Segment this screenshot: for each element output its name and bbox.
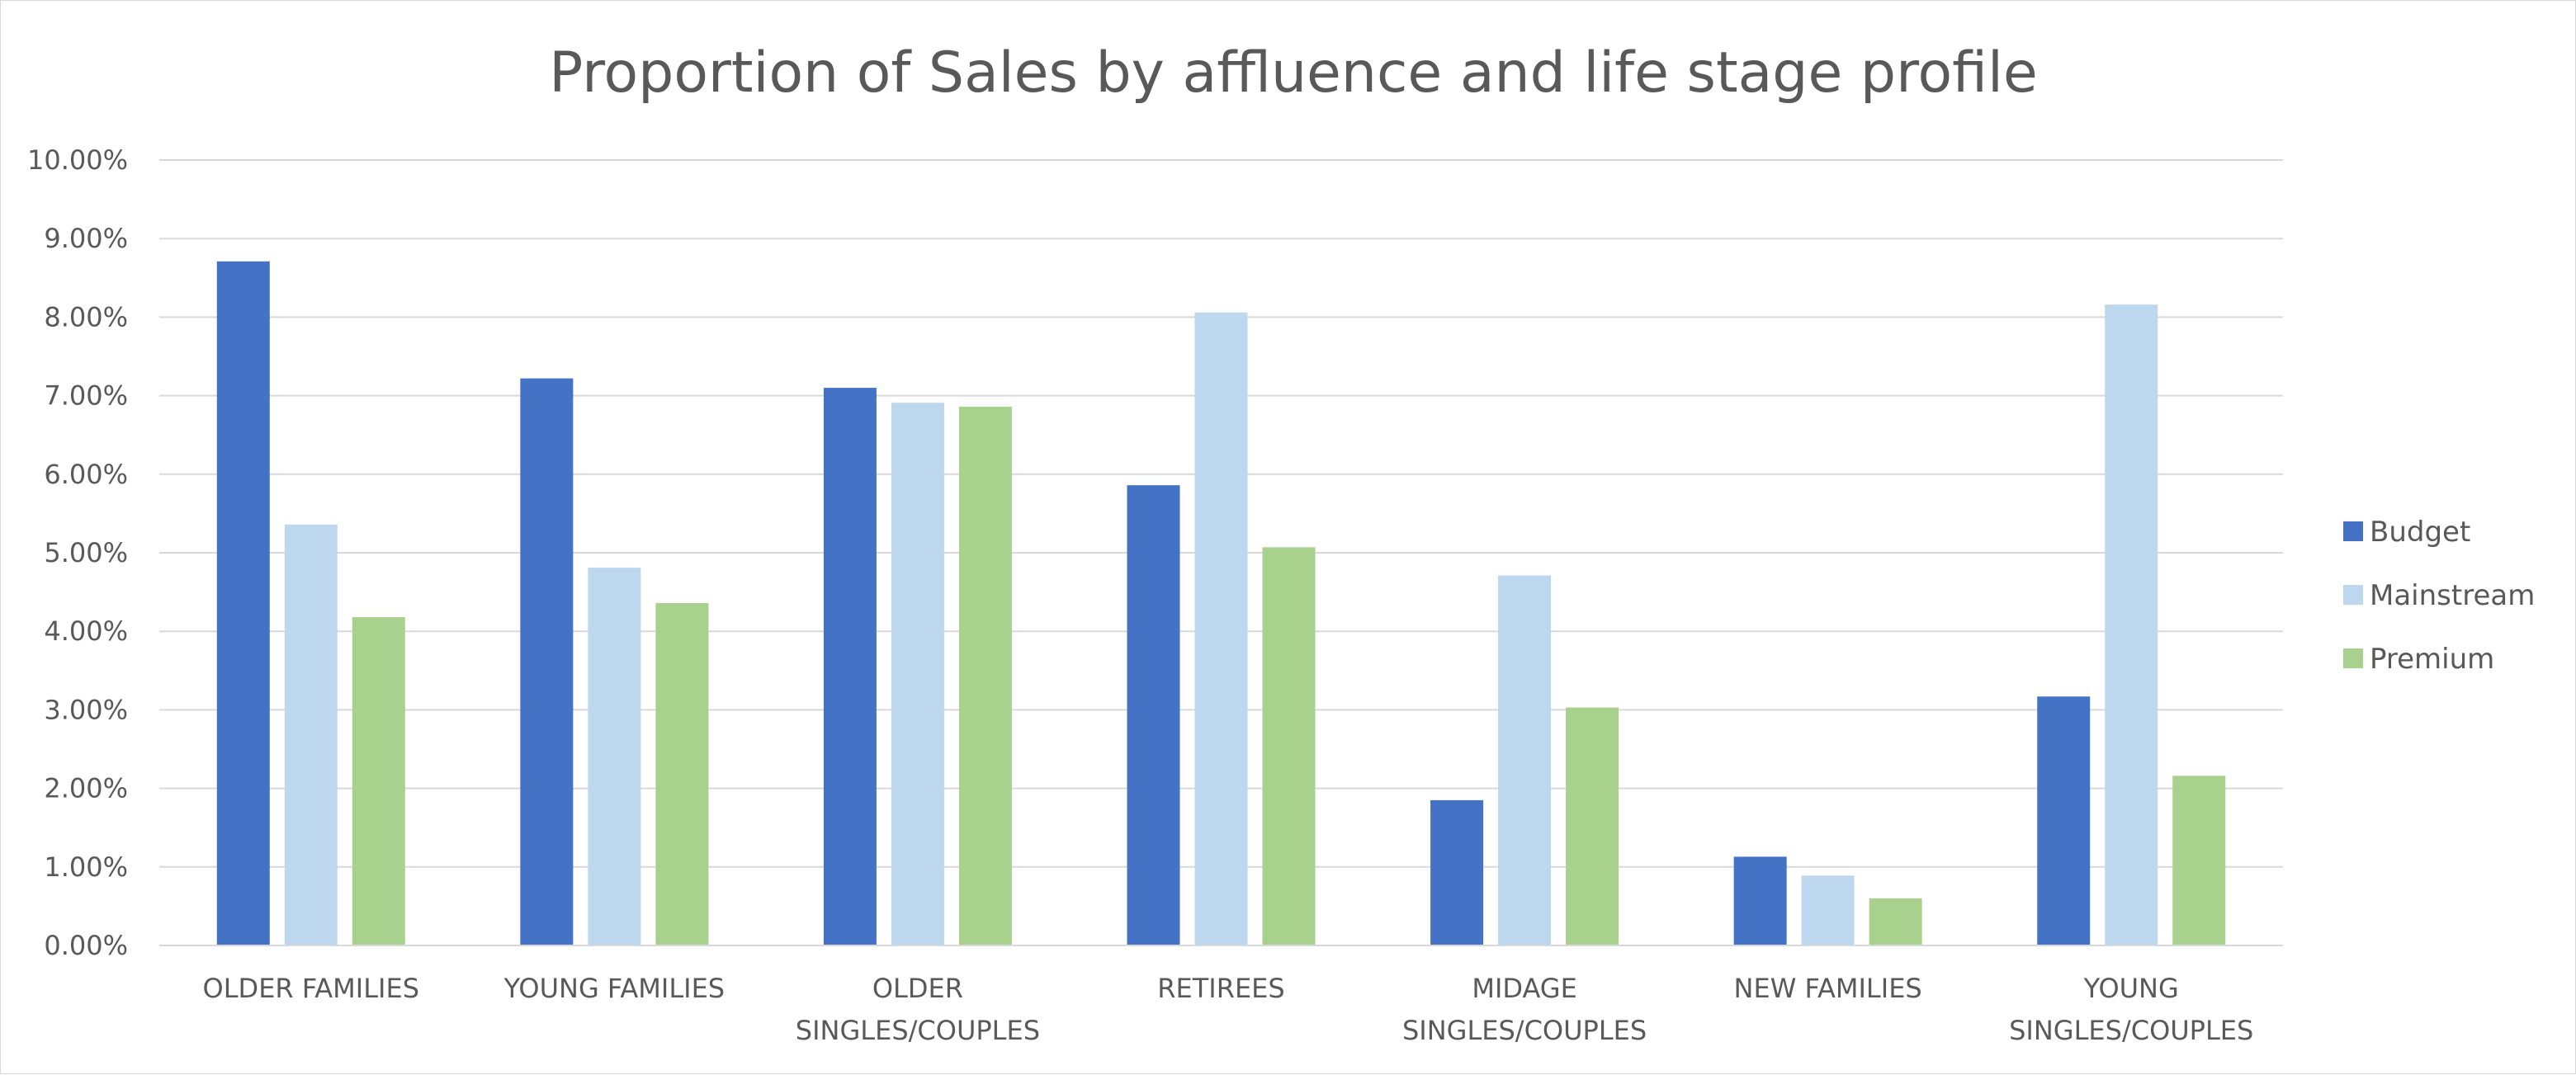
y-tick-label: 1.00%: [44, 851, 128, 883]
category-label: SINGLES/COUPLES: [1402, 1015, 1647, 1046]
y-tick-label: 10.00%: [27, 144, 128, 176]
bar-budget: [823, 388, 877, 946]
bar-mainstream: [1498, 575, 1552, 945]
bar-budget: [520, 378, 574, 945]
bar-premium: [2172, 776, 2226, 945]
category-label: OLDER: [872, 973, 963, 1004]
bar-mainstream: [588, 568, 641, 945]
chart-title: Proportion of Sales by affluence and lif…: [549, 40, 2037, 106]
legend-swatch: [2343, 585, 2363, 605]
category-label: RETIREES: [1157, 973, 1284, 1004]
category-label: YOUNG: [2083, 973, 2179, 1004]
bar-premium: [958, 406, 1012, 946]
legend-label: Budget: [2370, 516, 2470, 549]
y-tick-label: 3.00%: [44, 694, 128, 725]
y-tick-label: 6.00%: [44, 459, 128, 490]
category-label: NEW FAMILIES: [1734, 973, 1922, 1004]
bar-budget: [1127, 485, 1180, 945]
legend: Budget Mainstream Premium: [2343, 516, 2535, 676]
bar-premium: [1566, 707, 1619, 945]
category-label: MIDAGE: [1472, 973, 1576, 1004]
category-label: YOUNG FAMILIES: [503, 973, 726, 1004]
bar-premium: [655, 602, 709, 945]
category-label: SINGLES/COUPLES: [2009, 1015, 2253, 1046]
bar-budget: [1733, 856, 1787, 945]
bar-premium: [1262, 547, 1316, 945]
bar-budget: [1430, 799, 1484, 945]
legend-swatch: [2343, 521, 2363, 541]
bar-mainstream: [2105, 304, 2158, 946]
bar-mainstream: [891, 403, 944, 946]
y-tick-label: 7.00%: [44, 380, 128, 412]
y-tick-label: 5.00%: [44, 537, 128, 568]
category-label: SINGLES/COUPLES: [796, 1015, 1040, 1046]
bar-mainstream: [1801, 875, 1855, 945]
y-tick-label: 0.00%: [44, 930, 128, 961]
y-tick-label: 2.00%: [44, 773, 128, 804]
legend-label: Premium: [2370, 643, 2494, 676]
bar-mainstream: [1194, 312, 1248, 945]
y-tick-label: 9.00%: [44, 223, 128, 254]
legend-swatch: [2343, 648, 2363, 668]
bar-budget: [2037, 696, 2091, 945]
bar-premium: [1869, 898, 1922, 945]
category-label: OLDER FAMILIES: [203, 973, 419, 1004]
legend-label: Mainstream: [2370, 579, 2535, 612]
bar-premium: [352, 617, 405, 945]
y-tick-label: 8.00%: [44, 301, 128, 332]
bar-mainstream: [284, 524, 338, 945]
bars: [216, 261, 2226, 946]
y-tick-label: 4.00%: [44, 615, 128, 647]
bar-budget: [216, 261, 270, 946]
axes: 0.00% 1.00% 2.00% 3.00% 4.00% 5.00% 6.00% 7.00%…: [27, 144, 2283, 1046]
